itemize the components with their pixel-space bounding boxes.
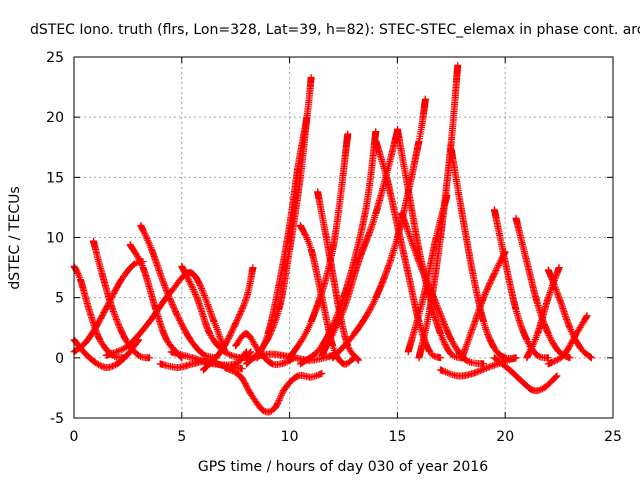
y-tick-label: 15 [46, 170, 64, 186]
data-series [70, 61, 595, 416]
arc-series [398, 209, 488, 368]
y-tick-label: 25 [46, 50, 64, 66]
arc-series [447, 146, 520, 362]
y-tick-label: -5 [50, 411, 64, 427]
x-tick-label: 15 [388, 429, 406, 445]
arc-markers [286, 130, 352, 362]
arc-series [221, 364, 326, 416]
arc-markers [404, 191, 451, 356]
x-tick-label: 20 [496, 429, 514, 445]
arc-series [512, 214, 574, 362]
arc-markers [544, 266, 595, 362]
x-tick-label: 25 [604, 429, 622, 445]
arc-series [137, 222, 220, 362]
y-tick-label: 0 [55, 351, 64, 367]
arc-markers [398, 209, 488, 368]
arc-markers [137, 222, 220, 362]
arc-series [243, 113, 311, 368]
arc-markers [544, 312, 591, 368]
y-tick-label: 5 [55, 291, 64, 307]
axis-ticks: 0 5 10 15 20 25 -5 0 5 10 15 20 25 [46, 50, 622, 445]
arc-series [490, 354, 561, 395]
arc-series [286, 130, 352, 362]
arc-markers [221, 364, 326, 416]
y-axis-label: dSTEC / TECUs [7, 186, 23, 289]
y-tick-label: 20 [46, 110, 64, 126]
x-tick-label: 0 [70, 429, 79, 445]
arc-series [458, 248, 509, 362]
x-tick-label: 5 [177, 429, 186, 445]
arc-markers [458, 248, 509, 362]
arc-series [490, 206, 552, 362]
arc-series [404, 191, 451, 356]
x-axis-label: GPS time / hours of day 030 of year 2016 [198, 459, 488, 475]
arc-markers [490, 354, 561, 395]
arc-markers [490, 206, 552, 362]
y-tick-label: 10 [46, 231, 64, 247]
arc-series [544, 312, 591, 368]
arc-markers [447, 146, 520, 362]
x-tick-label: 10 [281, 429, 299, 445]
arc-series [544, 266, 595, 362]
arc-markers [512, 214, 574, 362]
arc-series [199, 264, 257, 374]
arc-markers [243, 113, 311, 368]
arc-markers [199, 264, 257, 374]
chart-title: dSTEC Iono. truth (flrs, Lon=328, Lat=39… [30, 22, 640, 38]
